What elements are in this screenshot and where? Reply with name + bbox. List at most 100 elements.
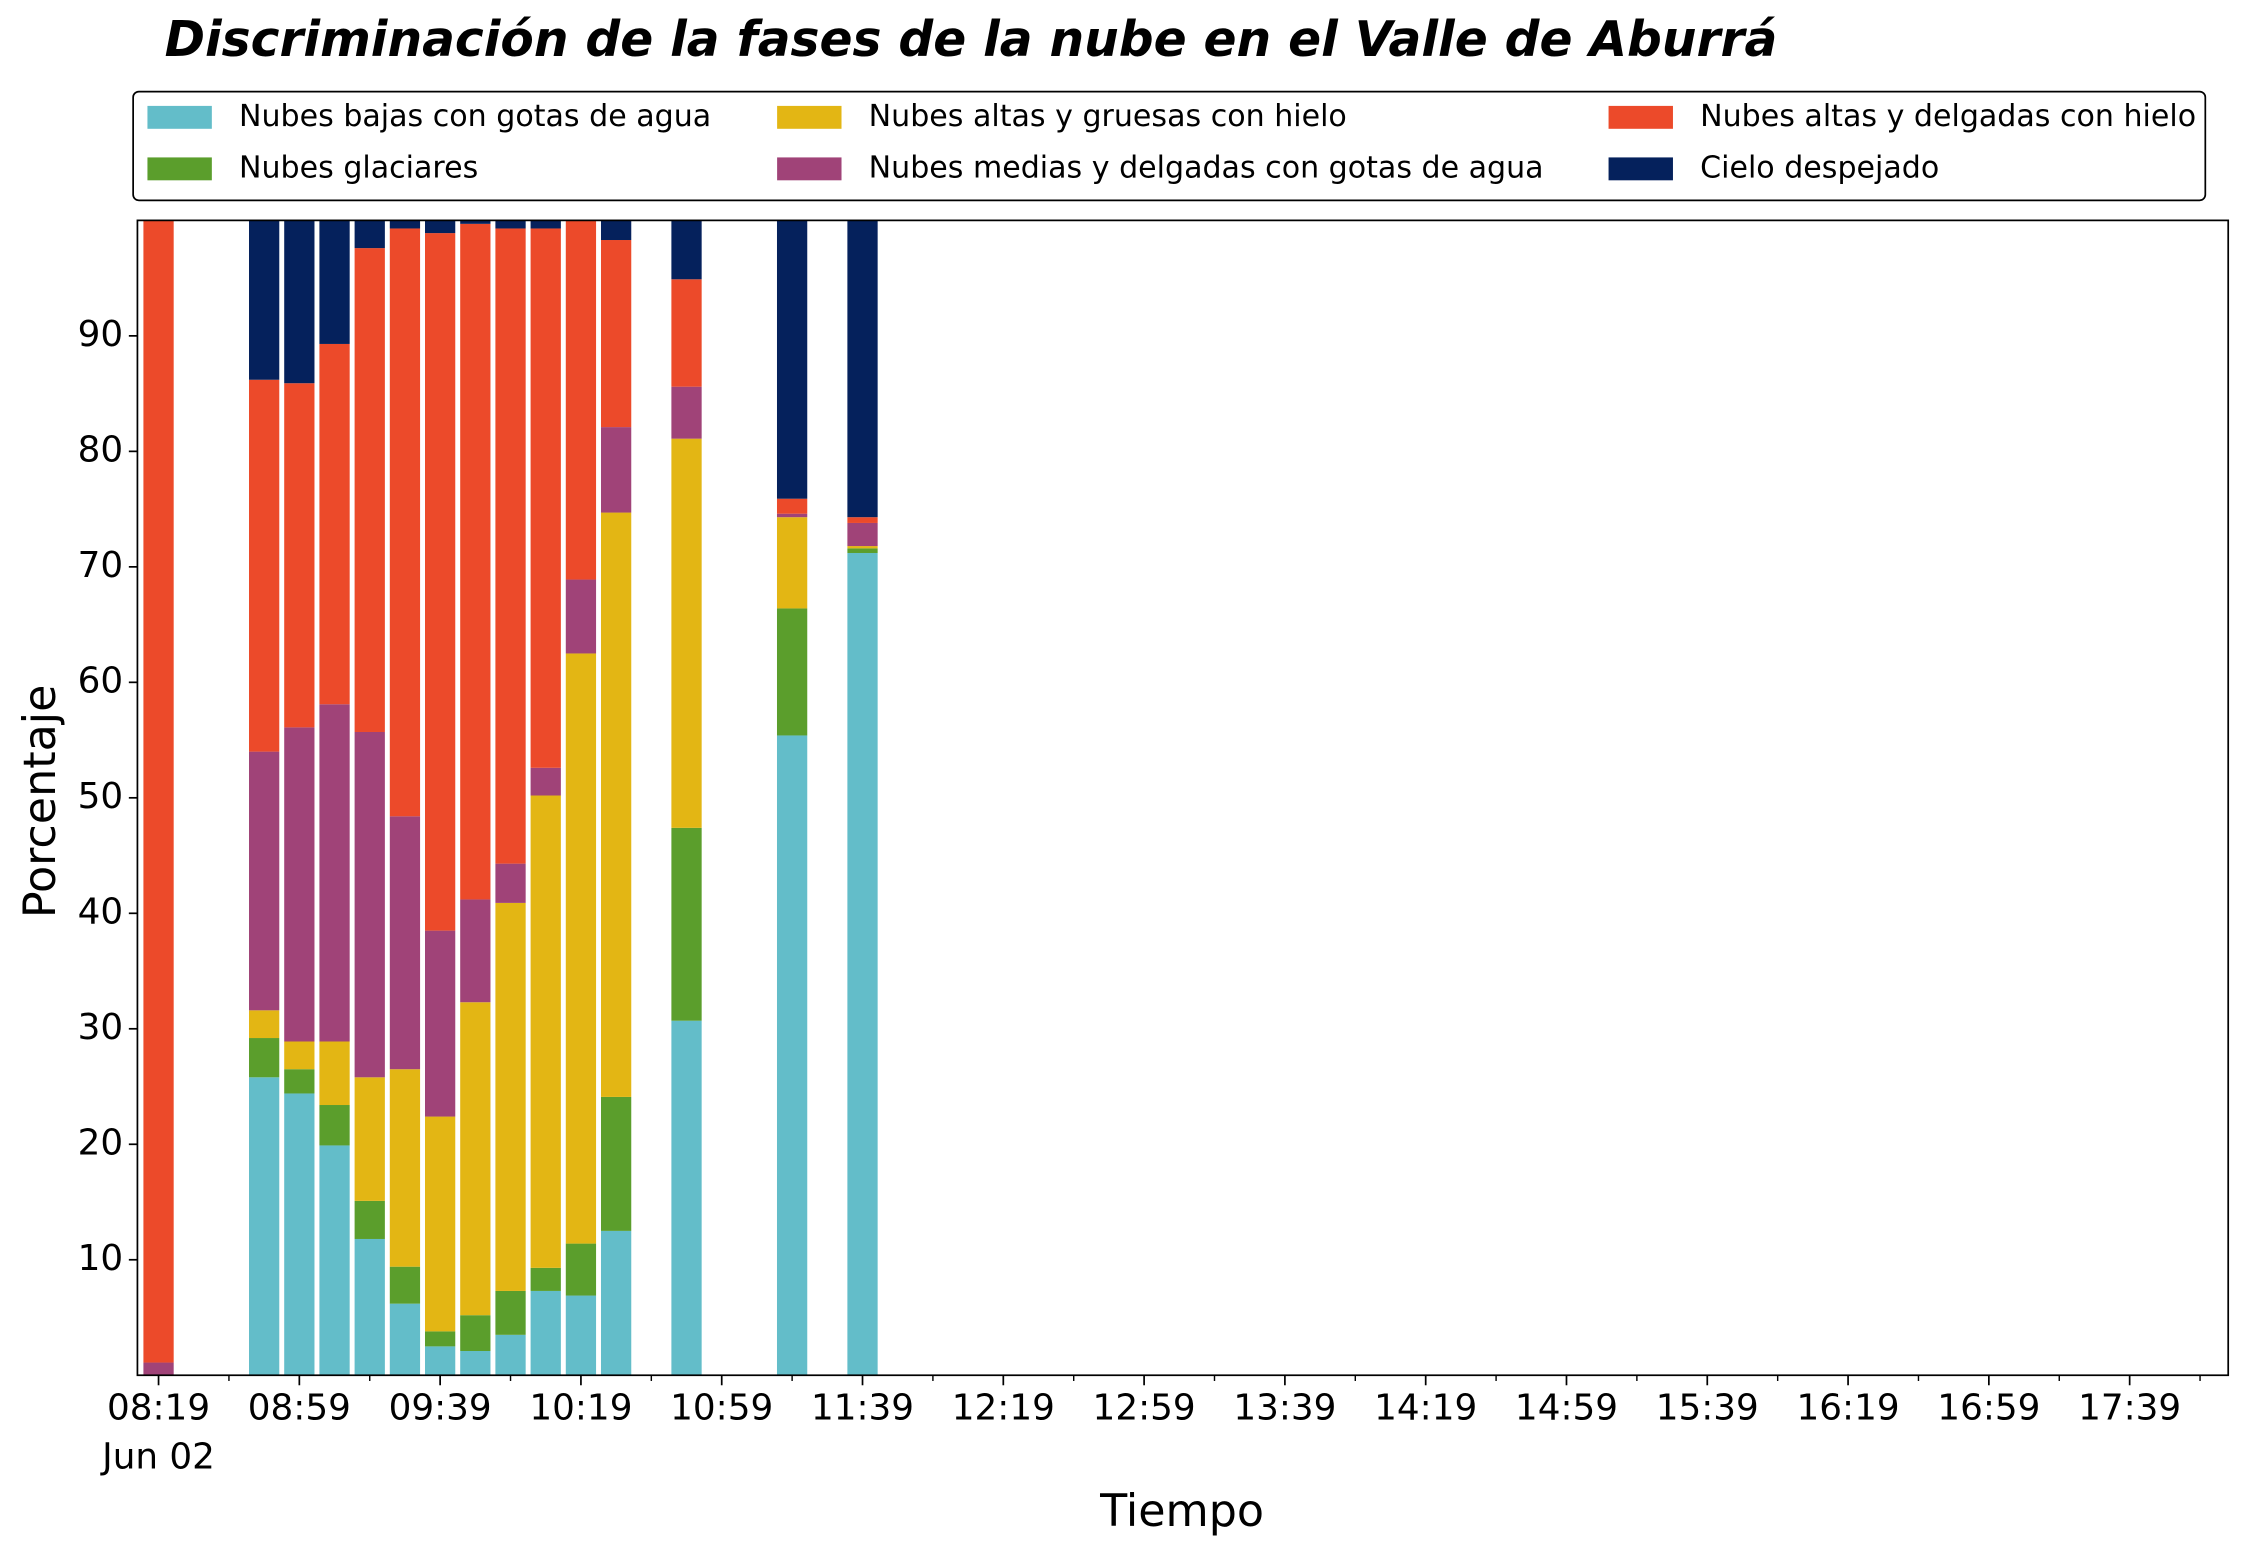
bar-segment (424, 1116, 456, 1332)
bar-segment (530, 220, 561, 229)
bar-segment (143, 220, 174, 1363)
x-tick-label: 12:59 (1093, 1388, 1196, 1429)
bar-segment (600, 220, 632, 241)
bar-segment (319, 343, 350, 705)
bar-segment (460, 220, 491, 224)
bar-segment (354, 248, 385, 732)
bar-segment (671, 438, 702, 828)
bar-segment (460, 1315, 491, 1351)
bar-segment (249, 751, 280, 1011)
bar-segment (284, 1069, 315, 1094)
bar-segment (424, 233, 456, 931)
bar-segment (565, 653, 597, 1244)
bar-segment (671, 279, 702, 387)
legend-swatch (1608, 105, 1673, 129)
legend-swatch (147, 105, 212, 129)
chart-title: Discriminación de la fases de la nube en… (165, 12, 1778, 68)
bar-segment (424, 930, 456, 1117)
x-tick-label: 14:59 (1515, 1388, 1618, 1429)
bar-segment (671, 827, 702, 1021)
x-tick-label: 16:19 (1797, 1388, 1900, 1429)
legend-box (132, 90, 2207, 202)
legend-swatch (777, 105, 842, 129)
bar-segment (495, 1290, 526, 1335)
bar-segment (530, 228, 561, 768)
bar-segment (354, 731, 385, 1078)
bar-segment (354, 220, 385, 249)
legend-label: Nubes altas y delgadas con hielo (1700, 99, 2196, 134)
bar-segment (847, 552, 878, 1376)
bar-segment (319, 704, 350, 1042)
bar-segment (389, 1266, 421, 1304)
legend-label: Nubes medias y delgadas con gotas de agu… (869, 150, 1544, 185)
y-tick-label: 20 (78, 1122, 124, 1163)
bar-segment (671, 1020, 702, 1376)
legend-label: Nubes glaciares (239, 150, 478, 185)
bar-segment (249, 379, 280, 752)
bar-segment (249, 1077, 280, 1376)
bar-segment (530, 795, 561, 1268)
bar-segment (389, 1069, 421, 1267)
bar-segment (249, 1038, 280, 1078)
bar-segment (389, 1303, 421, 1376)
x-tick-label: 08:19 (107, 1388, 210, 1429)
bar-segment (600, 512, 632, 1097)
bar-segment (460, 223, 491, 900)
bar-segment (671, 386, 702, 439)
bar-segment (671, 220, 702, 280)
bar-segment (776, 498, 808, 514)
bar-segment (284, 727, 315, 1042)
bar-segment (389, 220, 421, 229)
bar-segment (143, 1362, 174, 1376)
x-tick-label: 09:39 (389, 1388, 492, 1429)
bar-segment (847, 220, 878, 518)
bar-segment (565, 220, 597, 580)
x-tick-label: 12:19 (952, 1388, 1055, 1429)
y-tick-label: 90 (78, 314, 124, 355)
bar-segment (600, 240, 632, 428)
bar-segment (600, 1230, 632, 1376)
bar-segment (319, 1145, 350, 1376)
legend-label: Cielo despejado (1700, 150, 1939, 185)
bar-segment (495, 863, 526, 903)
y-tick-label: 40 (78, 891, 124, 932)
bar-segment (776, 608, 808, 736)
bar-segment (776, 513, 808, 518)
bar-segment (495, 228, 526, 864)
x-tick-label: 10:19 (529, 1388, 632, 1429)
bar-segment (389, 228, 421, 817)
bar-segment (565, 1243, 597, 1296)
x-tick-label: 11:39 (811, 1388, 914, 1429)
bar-segment (319, 1041, 350, 1106)
x-axis-label: Tiempo (1099, 1486, 1264, 1537)
legend-label: Nubes altas y gruesas con hielo (869, 99, 1347, 134)
bar-segment (847, 546, 878, 549)
bar-segment (249, 220, 280, 380)
bar-segment (389, 816, 421, 1070)
x-tick-label: 16:59 (1937, 1388, 2040, 1429)
x-tick-label: 14:19 (1374, 1388, 1477, 1429)
bar-segment (847, 548, 878, 553)
bar-segment (776, 220, 808, 499)
bar-segment (495, 220, 526, 229)
bar-segment (565, 579, 597, 654)
x-tick-label: 10:59 (670, 1388, 773, 1429)
bar-segment (460, 899, 491, 1003)
x-tick-label: 15:39 (1656, 1388, 1759, 1429)
bar-segment (530, 767, 561, 796)
bar-segment (424, 220, 456, 234)
x-tick-label: 17:39 (2078, 1388, 2181, 1429)
x-tick-label: 08:59 (248, 1388, 351, 1429)
bar-segment (460, 1350, 491, 1376)
x-date-label: Jun 02 (100, 1436, 215, 1477)
bar-segment (847, 517, 878, 523)
y-tick-label: 30 (78, 1007, 124, 1048)
bar-segment (530, 1267, 561, 1291)
bar-segment (847, 522, 878, 547)
x-tick-label: 13:39 (1233, 1388, 1336, 1429)
bar-segment (354, 1200, 385, 1239)
y-tick-label: 10 (78, 1238, 124, 1279)
bar-segment (354, 1077, 385, 1201)
legend-label: Nubes bajas con gotas de agua (239, 99, 711, 134)
y-tick-label: 70 (78, 545, 124, 586)
